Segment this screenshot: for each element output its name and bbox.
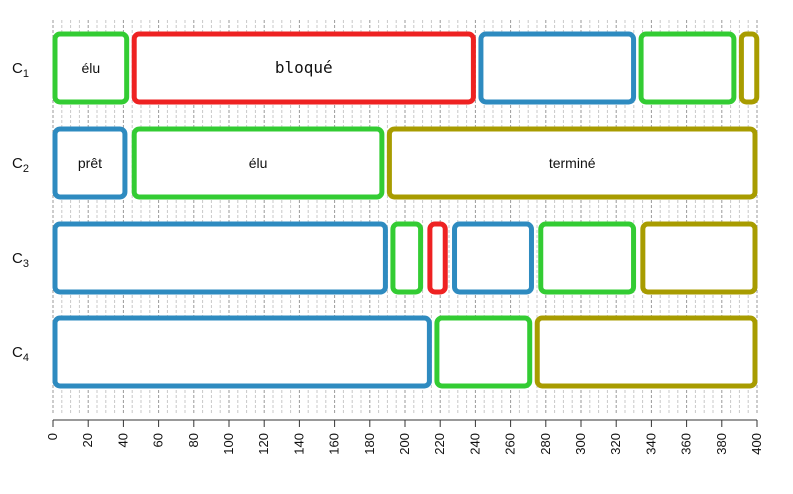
segment-label: élu [249,155,268,171]
x-tick-label: 120 [256,433,271,455]
segment-prêt [52,126,128,200]
x-tick-label: 40 [115,433,130,447]
segment-prêt [478,31,637,105]
row-c2: C2 prêt élu terminé [12,126,758,200]
segment-prêt [52,315,432,389]
segment-label: terminé [549,155,596,171]
x-tick-label: 160 [327,433,342,455]
segment-prêt [452,221,534,295]
x-tick-label: 140 [291,433,306,455]
x-axis: 0 20 40 60 80 100 120 140 160 180 200 220 240 260 280 3… [45,419,764,455]
segment-prêt [52,221,388,295]
segment-label: élu [81,60,100,76]
row-c4: C4 [12,315,758,389]
segment-terminé [534,315,758,389]
x-tick-label: 80 [186,433,201,447]
segment-terminé [738,31,760,105]
x-tick-label: 20 [80,433,95,447]
row-label: C1 [12,60,29,80]
segment-terminé [640,221,758,295]
row-label: C3 [12,250,29,270]
x-tick-label: 180 [362,433,377,455]
x-tick-label: 220 [432,433,447,455]
row-label: C2 [12,155,29,175]
x-tick-label: 340 [643,433,658,455]
x-tick-label: 400 [749,433,764,455]
x-tick-label: 200 [397,433,412,455]
x-tick-label: 260 [503,433,518,455]
row-label: C4 [12,344,29,364]
segment-label: bloqué [275,58,333,77]
state-rows: C1 élu bloqué C2 prêt élu terminé C3 C4 [12,31,760,389]
x-tick-label: 300 [573,433,588,455]
x-tick-label: 380 [714,433,729,455]
segment-terminé [386,126,758,200]
segment-élu [52,31,130,105]
segment-bloqué [427,221,448,295]
x-tick-label: 100 [221,433,236,455]
x-tick-label: 60 [151,433,166,447]
segment-bloqué [131,31,476,105]
x-tick-label: 320 [608,433,623,455]
segment-élu [131,126,385,200]
row-c1: C1 élu bloqué [12,31,760,105]
x-tick-label: 280 [538,433,553,455]
x-tick-label: 0 [45,433,60,440]
segment-élu [434,315,533,389]
segment-label: prêt [78,155,102,171]
segment-élu [538,221,637,295]
x-tick-label: 240 [467,433,482,455]
segment-élu [390,221,424,295]
row-c3: C3 [12,221,758,295]
x-tick-label: 360 [679,433,694,455]
segment-élu [638,31,737,105]
